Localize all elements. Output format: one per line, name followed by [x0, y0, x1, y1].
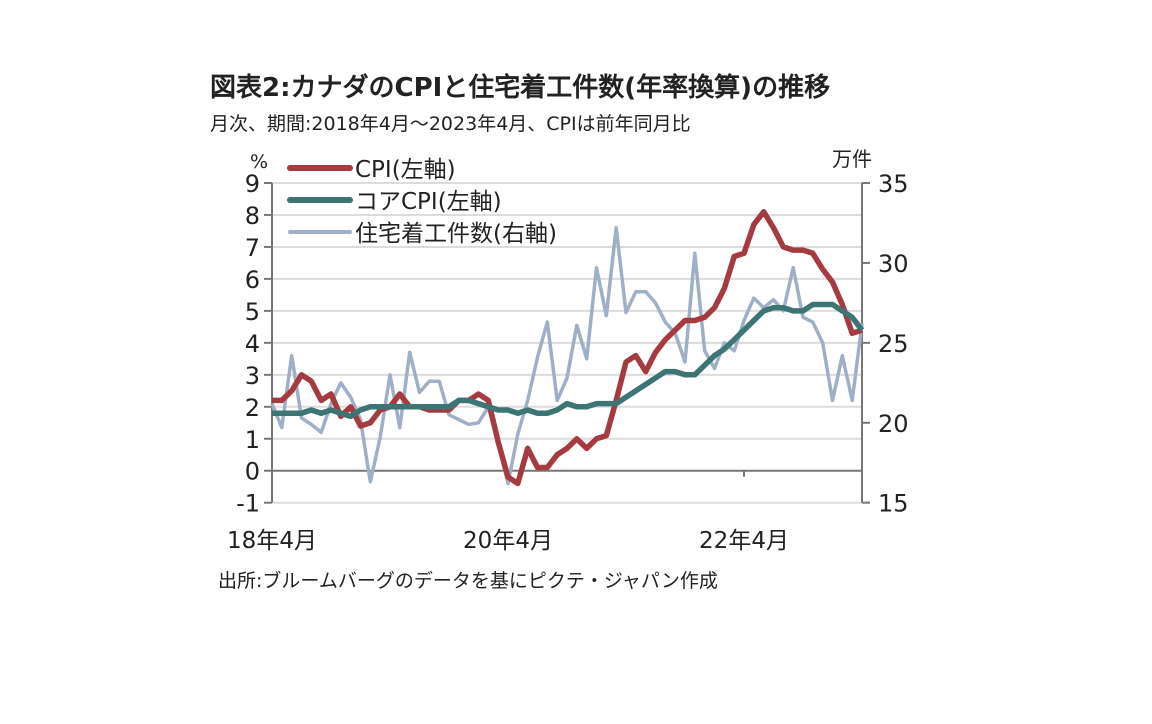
right-tick-label: 30 — [878, 250, 909, 278]
left-tick-label: -1 — [236, 490, 260, 518]
left-tick-label: 5 — [245, 298, 260, 326]
right-tick-label: 25 — [878, 330, 909, 358]
legend: CPI(左軸) コアCPI(左軸) 住宅着工件数(右軸) — [287, 157, 557, 247]
chart-title: 図表2:カナダのCPIと住宅着工件数(年率換算)の推移 — [210, 72, 830, 103]
x-tick-label: 20年4月 — [463, 528, 553, 554]
left-tick-label: 1 — [245, 426, 260, 454]
left-tick-label: 7 — [245, 234, 260, 262]
series-line-0 — [272, 209, 863, 487]
axes: -1 0 1 2 3 4 5 6 7 8 9 15 20 25 30 35 18年4月 20年4月 22年4月 — [227, 170, 909, 554]
chart-subtitle: 月次、期間:2018年4月～2023年4月、CPIは前年同月比 — [210, 113, 691, 135]
right-tick-label: 15 — [878, 490, 909, 518]
left-axis-unit: % — [250, 151, 268, 173]
left-tick-label: 8 — [245, 202, 260, 230]
x-tick-label: 18年4月 — [227, 528, 317, 554]
x-tick-label: 22年4月 — [699, 528, 789, 554]
right-axis-unit: 万件 — [832, 147, 872, 171]
left-tick-label: 0 — [245, 458, 260, 486]
left-tick-label: 4 — [245, 330, 260, 358]
legend-label: CPI(左軸) — [355, 157, 456, 183]
left-tick-label: 3 — [245, 362, 260, 390]
source-note: 出所:ブルームバーグのデータを基にピクテ・ジャパン作成 — [218, 569, 718, 592]
series-lines — [270, 209, 865, 487]
series-line-2 — [270, 226, 864, 486]
right-tick-label: 20 — [878, 410, 909, 438]
legend-label: 住宅着工件数(右軸) — [355, 221, 557, 247]
left-tick-label: 9 — [245, 170, 260, 198]
series-line-1 — [272, 301, 865, 420]
left-tick-label: 2 — [245, 394, 260, 422]
right-tick-label: 35 — [878, 170, 909, 198]
legend-label: コアCPI(左軸) — [355, 189, 502, 215]
left-tick-label: 6 — [245, 266, 260, 294]
